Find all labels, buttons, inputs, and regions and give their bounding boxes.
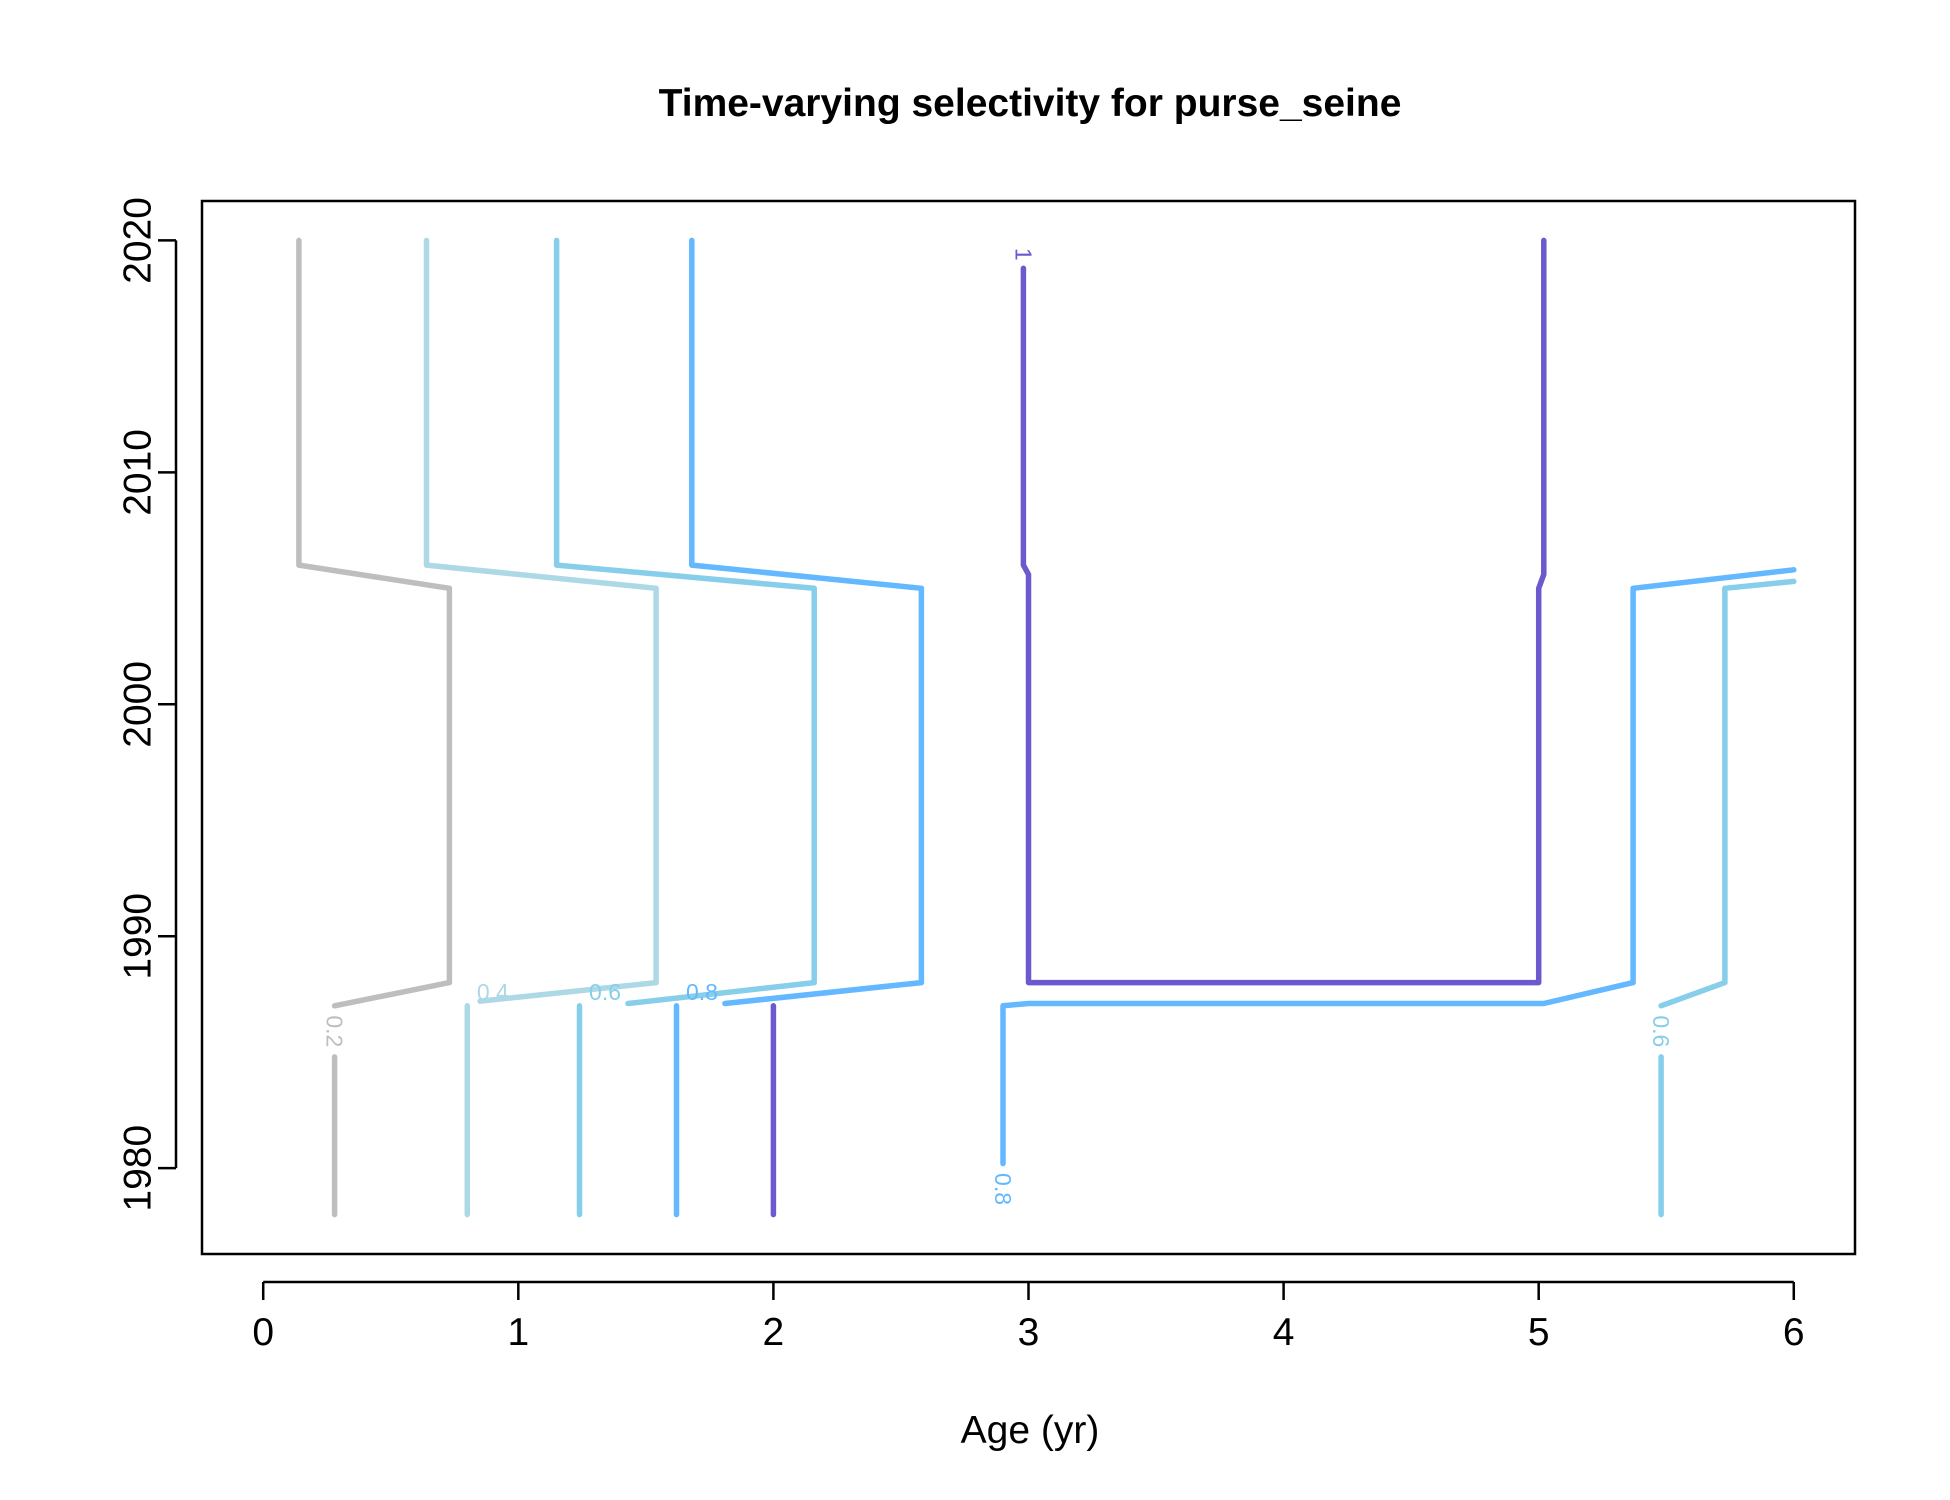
x-axis: 0 1 2 3 4 5 6 <box>252 1280 1805 1354</box>
contour-label-4: 0.8 <box>990 1173 1016 1205</box>
y-tick-label: 2000 <box>117 661 160 748</box>
x-tick-label: 2 <box>763 1311 785 1354</box>
contour-line-0.4-1 <box>423 237 659 1004</box>
contour-line-0.6-1 <box>553 237 817 1007</box>
contour-labels: 0.2 0.4 0.6 0.8 0.8 0.6 1 <box>322 248 1674 1205</box>
x-tick-label: 5 <box>1528 1311 1550 1354</box>
contour-line-0.6-3 <box>1658 578 1797 1009</box>
contour-line-1-1 <box>1020 237 1547 986</box>
y-tick-label: 1990 <box>117 893 160 980</box>
contour-label-3: 0.8 <box>686 979 718 1005</box>
contour-label-6: 1 <box>1010 248 1036 261</box>
x-tick-label: 3 <box>1018 1311 1040 1354</box>
x-axis-label: Age (yr) <box>961 1409 1100 1452</box>
contour-label-0: 0.2 <box>322 1015 348 1047</box>
chart-title: Time-varying selectivity for purse_seine <box>659 82 1402 125</box>
x-tick-label: 6 <box>1783 1311 1805 1354</box>
contour-lines <box>296 237 1797 1218</box>
contour-label-1: 0.4 <box>477 979 509 1005</box>
contour-line-0.8-2 <box>1000 567 1797 1167</box>
y-tick-label: 2020 <box>117 197 160 284</box>
y-axis: 1980 1990 2000 2010 2020 <box>117 197 178 1212</box>
plot-frame <box>200 199 1857 1256</box>
y-tick-label: 2010 <box>117 429 160 516</box>
contour-line-0.8-1 <box>689 237 925 1007</box>
y-tick-label: 1980 <box>117 1125 160 1212</box>
x-tick-label: 0 <box>252 1311 274 1354</box>
contour-label-2: 0.6 <box>589 979 621 1005</box>
x-tick-label: 4 <box>1273 1311 1295 1354</box>
contour-label-5: 0.6 <box>1648 1015 1674 1047</box>
contour-line-0.2-1 <box>296 237 453 1009</box>
x-tick-label: 1 <box>507 1311 529 1354</box>
